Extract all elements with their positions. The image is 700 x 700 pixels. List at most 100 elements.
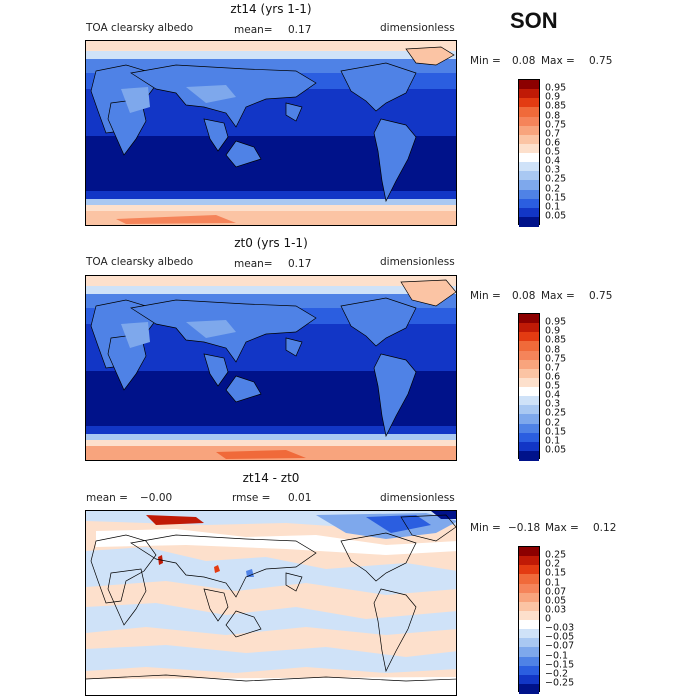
panel1-min-value: 0.08 <box>512 55 536 67</box>
panel3-units: dimensionless <box>380 492 455 504</box>
colorbar-tick-label: 0.5 <box>545 380 561 392</box>
colorbar-box <box>519 350 539 361</box>
colorbar-box <box>519 450 539 461</box>
colorbar-tick-label: 0.2 <box>545 558 561 570</box>
colorbar-box <box>519 647 539 657</box>
colorbar-tick-label: 0.2 <box>545 183 561 194</box>
panel1-min-label: Min = <box>470 55 501 67</box>
colorbar-tick-label: −0.1 <box>545 650 569 661</box>
panel3-map <box>85 510 457 696</box>
colorbar-box <box>519 610 539 621</box>
colorbar-tick-label: −0.2 <box>545 668 569 680</box>
colorbar-box <box>519 565 539 575</box>
colorbar-box <box>519 556 539 566</box>
panel2-max-value: 0.75 <box>589 290 613 302</box>
colorbar-tick-label: 0.7 <box>545 362 561 374</box>
panel2-min-label: Min = <box>470 290 501 302</box>
colorbar-box <box>519 423 539 434</box>
colorbar-tick-label: 0.7 <box>545 128 561 140</box>
panel2-mean-label: mean= <box>234 258 273 270</box>
panel3-rmse-value: 0.01 <box>288 492 312 504</box>
colorbar-tick-label: 0.1 <box>545 577 561 588</box>
colorbar-tick-label: 0.9 <box>545 91 561 103</box>
colorbar-box <box>519 162 539 172</box>
panel3-max-label: Max = <box>545 522 579 534</box>
colorbar-tick-label: 0.75 <box>545 119 567 131</box>
colorbar-tick-label: 0.6 <box>545 137 561 149</box>
colorbar-tick-label: 0.05 <box>545 444 567 456</box>
panel1-max-value: 0.75 <box>589 55 613 67</box>
colorbar-box <box>519 314 539 324</box>
colorbar-tick-label: 0.75 <box>545 353 567 365</box>
colorbar-box <box>519 432 539 443</box>
panel3-title: zt14 - zt0 <box>242 471 300 485</box>
colorbar-tick-label: 0 <box>545 613 552 625</box>
colorbar-tick-label: 0.15 <box>545 426 567 438</box>
colorbar-box <box>519 405 539 415</box>
panel1-units: dimensionless <box>380 22 455 34</box>
colorbar-tick-label: 0.05 <box>545 210 567 222</box>
colorbar-tick-label: 0.95 <box>545 316 567 328</box>
colorbar-box <box>519 665 539 676</box>
colorbar-tick-label: 0.9 <box>545 325 561 337</box>
colorbar-tick-label: 0.05 <box>545 595 567 607</box>
panel1-max-label: Max = <box>541 55 575 67</box>
panel1-title: zt14 (yrs 1-1) <box>230 2 312 16</box>
colorbar-box <box>519 583 539 594</box>
colorbar-tick-label: 0.4 <box>545 155 561 167</box>
panel3-mean-value: −0.00 <box>140 492 173 504</box>
colorbar-box <box>519 674 539 685</box>
colorbar-box <box>519 80 539 90</box>
colorbar-box <box>519 368 539 379</box>
colorbar-tick-label: −0.25 <box>545 677 575 689</box>
colorbar-box <box>519 656 539 667</box>
colorbar-tick-label: 0.07 <box>545 586 567 598</box>
colorbar-box <box>519 620 539 630</box>
colorbar-box <box>519 153 539 163</box>
colorbar-box <box>519 414 539 424</box>
colorbar-tick-label: 0.85 <box>545 100 567 112</box>
colorbar-tick-label: 0.4 <box>545 389 561 401</box>
colorbar-box <box>519 359 539 370</box>
panel2-mean-value: 0.17 <box>288 258 312 270</box>
colorbar-tick-label: −0.05 <box>545 631 575 643</box>
colorbar-tick-label: 0.95 <box>545 82 567 94</box>
colorbar-box <box>519 574 539 584</box>
colorbar-tick-label: 0.6 <box>545 371 561 383</box>
panel2-units: dimensionless <box>380 256 455 268</box>
colorbar-box <box>519 683 539 694</box>
colorbar-tick-label: −0.07 <box>545 640 575 652</box>
colorbar-tick-label: 0.3 <box>545 164 561 176</box>
colorbar-tick-label: 0.2 <box>545 417 561 428</box>
season-label: SON <box>510 8 558 33</box>
colorbar-box <box>519 180 539 190</box>
colorbar-box <box>519 125 539 136</box>
colorbar-tick-label: 0.25 <box>545 407 567 419</box>
panel2-colorbar <box>518 313 540 461</box>
colorbar-box <box>519 107 539 117</box>
colorbar-box <box>519 601 539 612</box>
colorbar-box <box>519 216 539 227</box>
colorbar-tick-label: 0.1 <box>545 201 561 213</box>
panel3-colorbar <box>518 546 540 694</box>
panel3-min-label: Min = <box>470 522 501 534</box>
panel3-max-value: 0.12 <box>593 522 617 534</box>
panel3-rmse-label: rmse = <box>232 492 271 504</box>
colorbar-box <box>519 441 539 452</box>
colorbar-box <box>519 387 539 397</box>
colorbar-tick-label: −0.03 <box>545 622 575 634</box>
panel2-field-label: TOA clearsky albedo <box>86 256 194 268</box>
colorbar-box <box>519 332 539 342</box>
colorbar-box <box>519 89 539 99</box>
colorbar-tick-label: 0.1 <box>545 435 561 447</box>
panel3-mean-label: mean = <box>86 492 128 504</box>
panel1-map <box>85 40 457 226</box>
colorbar-tick-label: 0.15 <box>545 567 567 579</box>
colorbar-box <box>519 592 539 603</box>
panel2-map <box>85 275 457 461</box>
panel2-min-value: 0.08 <box>512 290 536 302</box>
colorbar-box <box>519 547 539 557</box>
colorbar-box <box>519 207 539 218</box>
colorbar-tick-label: −0.15 <box>545 659 575 671</box>
panel1-mean-value: 0.17 <box>288 24 312 36</box>
